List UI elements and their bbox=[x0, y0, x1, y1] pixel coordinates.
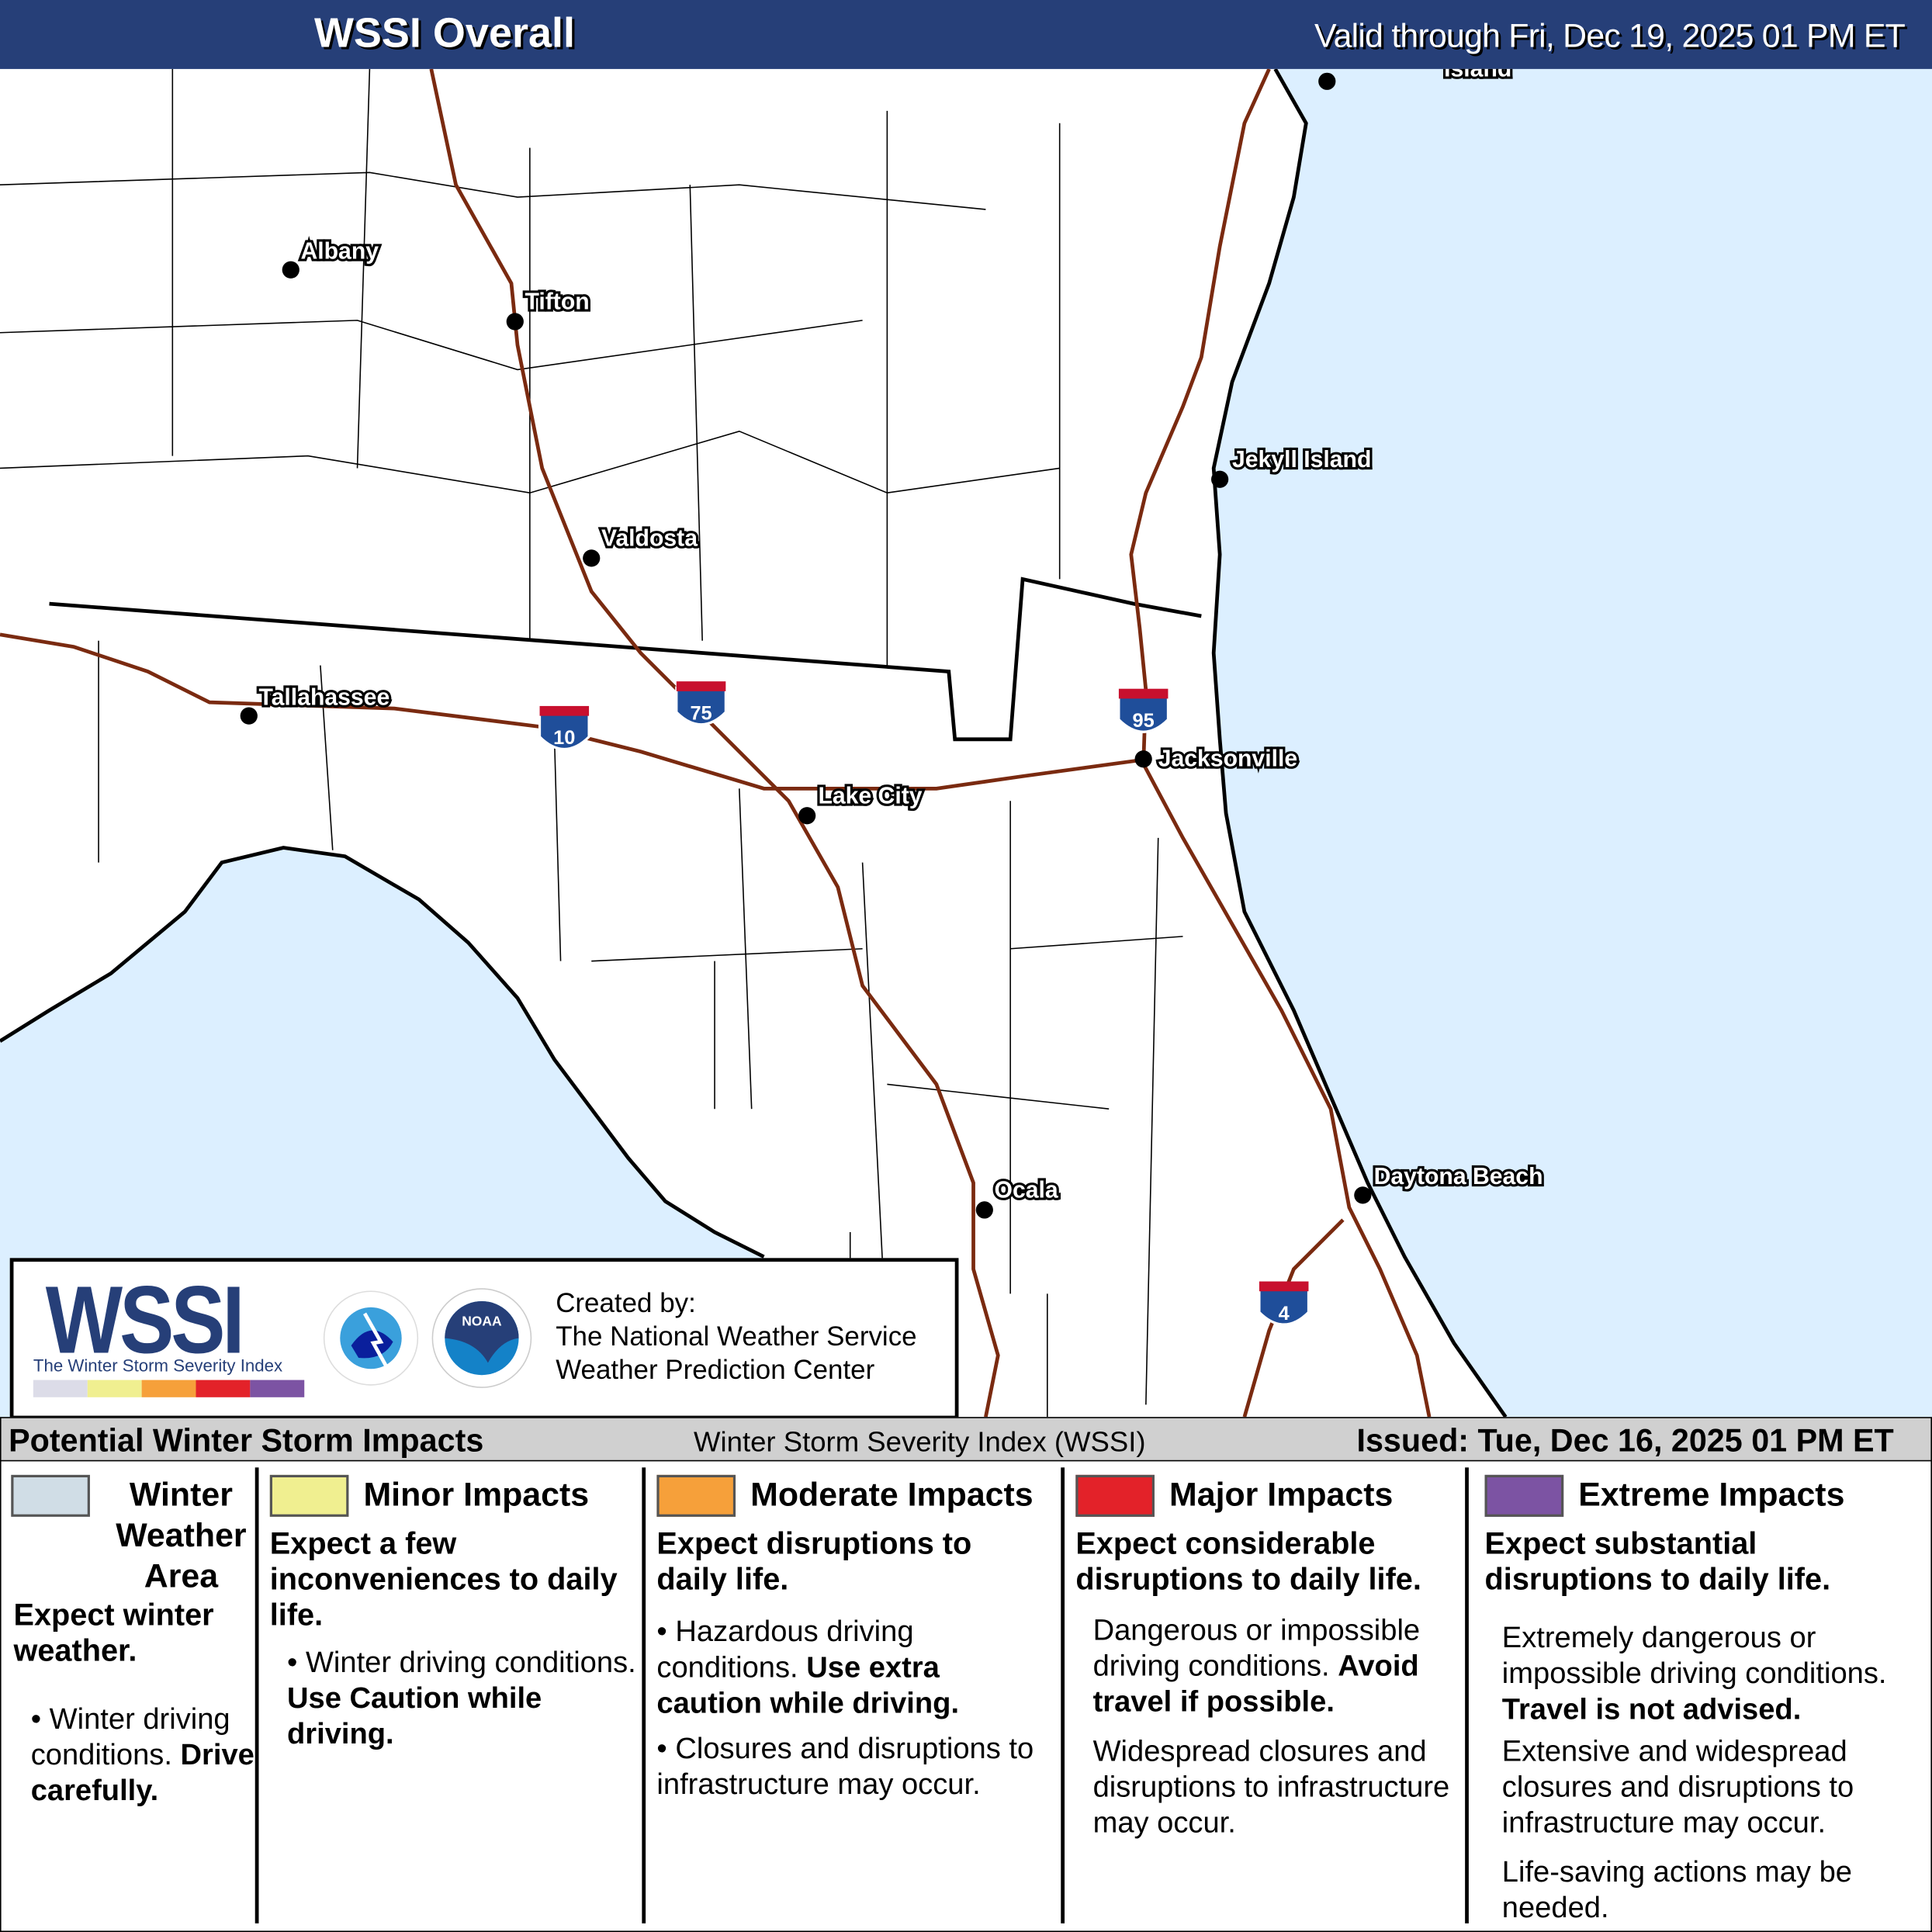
credits: Created by: The National Weather Service… bbox=[556, 1286, 916, 1387]
wssi-color-bar bbox=[33, 1380, 305, 1397]
org-nws: The National Weather Service bbox=[556, 1321, 917, 1352]
svg-text:Tallahassee: Tallahassee bbox=[258, 684, 390, 710]
atlantic-ocean bbox=[1214, 68, 1932, 1418]
header-bar: WSSI Overall Valid through Fri, Dec 19, … bbox=[0, 0, 1932, 69]
state-line bbox=[49, 576, 1202, 742]
wssi-logo: WSSI bbox=[45, 1265, 245, 1374]
valid-through: Valid through Fri, Dec 19, 2025 01 PM ET bbox=[1314, 17, 1906, 54]
shield-i95: 95 bbox=[1117, 688, 1170, 733]
map-title: WSSI Overall bbox=[313, 9, 576, 57]
svg-text:Island: Island bbox=[1444, 69, 1511, 82]
issued-time: Issued: Tue, Dec 16, 2025 01 PM ET bbox=[1356, 1421, 1894, 1459]
legend-moderate: Moderate Impacts Expect disruptions to d… bbox=[656, 1474, 1034, 1802]
svg-text:Jekyll Island: Jekyll Island bbox=[1232, 447, 1371, 473]
svg-text:95: 95 bbox=[1133, 710, 1155, 732]
legend-major: Major Impacts Expect considerable disrup… bbox=[1075, 1474, 1450, 1840]
wssi-subtitle: The Winter Storm Severity Index bbox=[33, 1355, 283, 1376]
legend-header: Potential Winter Storm Impacts Winter St… bbox=[0, 1417, 1932, 1462]
shield-i4: 4 bbox=[1258, 1281, 1311, 1326]
legend-extreme: Extreme Impacts Expect substantial disru… bbox=[1484, 1474, 1887, 1925]
map: 10 75 95 4 Albany Tifton Valdosta Tallah… bbox=[0, 68, 1932, 1418]
svg-text:Daytona Beach: Daytona Beach bbox=[1374, 1164, 1543, 1189]
svg-text:Valdosta: Valdosta bbox=[601, 525, 698, 551]
legend-title: Potential Winter Storm Impacts bbox=[9, 1421, 484, 1459]
shield-i10: 10 bbox=[538, 705, 590, 751]
svg-text:4: 4 bbox=[1279, 1303, 1290, 1324]
coastline bbox=[0, 68, 1508, 1418]
bullet: • Winter driving conditions. Drive caref… bbox=[30, 1702, 254, 1808]
svg-text:10: 10 bbox=[553, 727, 575, 749]
svg-text:Tifton: Tifton bbox=[525, 289, 589, 315]
svg-text:Jacksonville: Jacksonville bbox=[1158, 746, 1297, 772]
svg-text:Ocala: Ocala bbox=[995, 1178, 1058, 1203]
shield-i75: 75 bbox=[675, 681, 727, 726]
org-wpc: Weather Prediction Center bbox=[556, 1354, 875, 1385]
svg-text:Albany: Albany bbox=[300, 238, 379, 264]
legend-minor: Minor Impacts Expect a few inconvenience… bbox=[269, 1474, 636, 1751]
created-by-label: Created by: bbox=[556, 1287, 696, 1319]
legend-winter-weather-area: Winter Weather Area Expect winter weathe… bbox=[11, 1460, 254, 1923]
city-markers: Albany Tifton Valdosta Tallahassee Lake … bbox=[240, 69, 1546, 1219]
svg-text:75: 75 bbox=[690, 702, 712, 724]
svg-text:Lake City: Lake City bbox=[818, 783, 922, 808]
impact-legend: Winter Weather Area Expect winter weathe… bbox=[0, 1459, 1932, 1932]
nws-noaa-logos: NOAA bbox=[323, 1288, 532, 1388]
logo-panel: WSSI The Winter Storm Severity Index NOA… bbox=[9, 1258, 959, 1420]
svg-text:NOAA: NOAA bbox=[462, 1314, 502, 1329]
legend-subtitle: Winter Storm Severity Index (WSSI) bbox=[694, 1425, 1146, 1458]
county-lines bbox=[0, 68, 1183, 1418]
